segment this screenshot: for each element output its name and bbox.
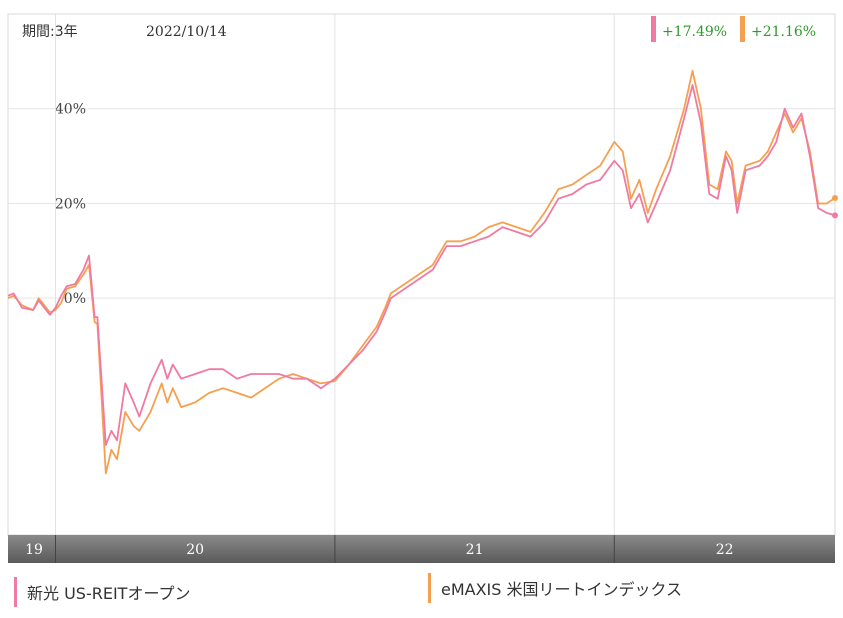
series-line-pink [7,84,836,446]
plot-frame [7,13,836,536]
legend-swatch-orange [428,573,431,603]
y-tick-label: 40% [55,102,86,118]
series-end-marker-orange [832,194,838,201]
legend-swatch-pink [14,577,17,607]
legend-label-1: 新光 US-REITオープン [27,584,191,603]
y-tick-label: 20% [55,196,86,212]
x-tick-label: 19 [25,542,43,558]
x-axis-band [8,535,835,563]
date-label: 2022/10/14 [146,24,227,40]
x-tick-label: 22 [716,542,734,558]
badge-bar [740,16,745,42]
period-label: 期間:3年 [22,24,78,40]
badge-value: +17.49% [662,24,727,40]
chart-area: 40% 20% 0% 19 20 21 22 期間:3年 2022/10/14 +17.49% +2… [7,13,838,563]
legend-label-2: eMAXIS 米国リートインデックス [441,580,683,599]
x-tick-label: 20 [186,542,204,558]
badge-value: +21.16% [751,24,816,40]
series-end-marker-pink [832,212,838,219]
x-tick-label: 21 [466,542,484,558]
badge-bar [651,16,656,42]
legend-item-series-1: 新光 US-REITオープン [14,576,191,608]
y-tick-label: 0% [64,291,86,307]
legend-item-series-2: eMAXIS 米国リートインデックス [428,572,682,604]
series-line-orange [7,69,836,475]
